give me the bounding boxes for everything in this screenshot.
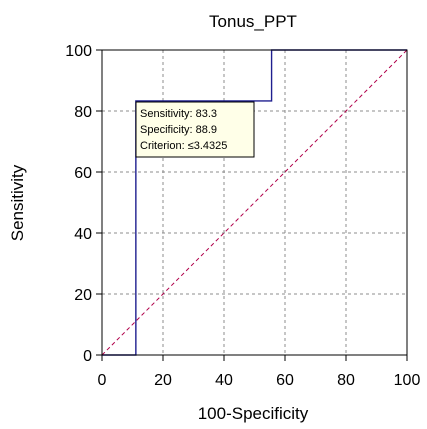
y-tick-label-2: 40	[74, 226, 92, 243]
y-tick-label-1: 20	[74, 287, 92, 304]
tick-labels: 0 20 40 60 80 100 0 20 40 60 80 100	[65, 43, 420, 389]
x-tick-label-2: 40	[215, 372, 233, 389]
axis-ticks	[96, 49, 408, 361]
y-tick-label-4: 80	[74, 104, 92, 121]
x-tick-label-0: 0	[98, 372, 107, 389]
y-tick-label-3: 60	[74, 165, 92, 182]
y-tick-label-0: 0	[83, 348, 92, 365]
x-tick-label-4: 80	[337, 372, 355, 389]
x-tick-label-5: 100	[394, 372, 421, 389]
annotation-line-0: Sensitivity: 83.3	[140, 108, 217, 120]
y-tick-label-5: 100	[65, 43, 92, 60]
annotation-box	[135, 101, 255, 158]
x-tick-label-3: 60	[276, 372, 294, 389]
reference-diagonal-line	[101, 49, 408, 356]
annotation-line-1: Specificity: 88.9	[140, 124, 217, 136]
chart-title: Tonus_PPT	[209, 12, 297, 31]
annotation-line-2: Criterion: ≤3.4325	[140, 140, 227, 152]
x-axis-label: 100-Specificity	[198, 404, 309, 423]
y-axis-label: Sensitivity	[8, 164, 27, 241]
criterion-annotation: Sensitivity: 83.3 Specificity: 88.9 Criter…	[135, 101, 255, 158]
x-tick-label-1: 20	[154, 372, 172, 389]
plot-frame	[101, 49, 408, 356]
series-lines	[101, 49, 408, 356]
